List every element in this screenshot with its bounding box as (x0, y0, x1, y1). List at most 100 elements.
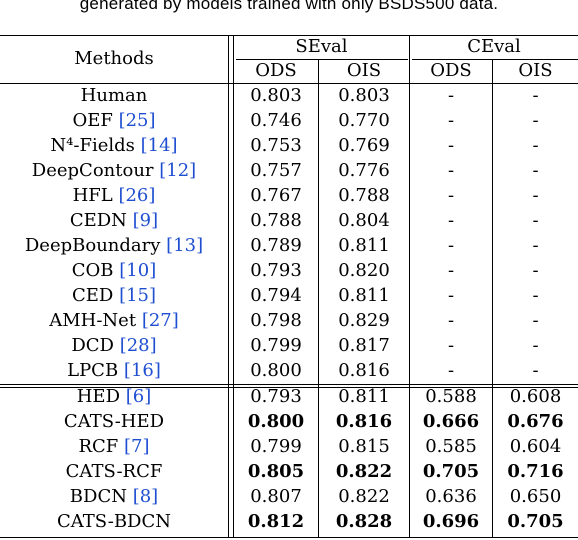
citation-link[interactable]: [14] (140, 135, 178, 156)
value-cell-seval-ois: 0.803 (338, 85, 390, 106)
group-rule-seval (236, 59, 408, 60)
value-cell-ceval-ois: 0.676 (507, 411, 564, 432)
method-cell: HFL [26] (0, 184, 228, 208)
method-name: CEDN (69, 210, 127, 231)
method-name: CATS-BDCN (56, 511, 172, 532)
value-cell-ceval-ods: 0.705 (422, 461, 480, 482)
method-name: DCD (71, 335, 114, 356)
value-cell-ceval-ods: - (447, 85, 455, 106)
citation-link[interactable]: [6] (125, 386, 152, 407)
method-name: OEF (72, 110, 113, 131)
value-cell-seval-ois: 0.811 (338, 386, 390, 407)
citation-link[interactable]: [16] (123, 360, 161, 381)
table-caption: generated by models trained with only BS… (79, 0, 499, 13)
citation-link[interactable]: [13] (166, 235, 204, 256)
method-cell: HED [6] (0, 385, 228, 409)
value-cell-ceval-ois: 0.604 (509, 436, 562, 457)
value-cell-ceval-ois: 0.650 (509, 486, 562, 507)
method-name: N⁴-Fields (50, 135, 135, 156)
header-ceval-ois: OIS (518, 60, 553, 81)
value-cell-ceval-ois: - (532, 285, 539, 306)
method-name: LPCB (67, 360, 119, 381)
section-rule-b (0, 387, 578, 388)
value-cell-seval-ois: 0.816 (335, 411, 393, 432)
method-name: COB (71, 260, 114, 281)
value-cell-seval-ois: 0.828 (335, 511, 393, 532)
method-cell: CATS-HED (0, 410, 228, 434)
vrule-methods-b (233, 35, 234, 538)
group-rule-ceval (412, 59, 578, 60)
method-name: DeepBoundary (24, 235, 161, 256)
value-cell-seval-ods: 0.746 (250, 110, 302, 131)
citation-link[interactable]: [10] (119, 260, 157, 281)
method-name: CATS-RCF (65, 461, 163, 482)
method-cell: N⁴-Fields [14] (0, 134, 228, 158)
method-cell: COB [10] (0, 259, 228, 283)
citation-link[interactable]: [12] (159, 160, 197, 181)
header-ceval: CEval (467, 36, 521, 57)
value-cell-ceval-ods: - (447, 310, 455, 331)
header-methods: Methods (74, 48, 154, 69)
value-cell-ceval-ods: 0.585 (425, 436, 477, 457)
value-cell-seval-ods: 0.788 (250, 210, 302, 231)
value-cell-ceval-ois: - (532, 210, 539, 231)
value-cell-ceval-ois: - (532, 335, 539, 356)
value-cell-ceval-ois: - (532, 235, 539, 256)
vrule-methods-a (228, 35, 229, 538)
bottom-rule (0, 537, 578, 538)
value-cell-seval-ods: 0.753 (250, 135, 302, 156)
header-ceval-ods: ODS (430, 60, 472, 81)
value-cell-ceval-ods: 0.666 (422, 411, 480, 432)
method-cell: CEDN [9] (0, 209, 228, 233)
value-cell-ceval-ods: - (447, 235, 455, 256)
citation-link[interactable]: [26] (118, 185, 156, 206)
value-cell-seval-ois: 0.815 (338, 436, 390, 457)
citation-link[interactable]: [25] (118, 110, 156, 131)
method-name: BDCN (69, 486, 127, 507)
value-cell-seval-ods: 0.800 (247, 411, 305, 432)
citation-link[interactable]: [15] (119, 285, 157, 306)
citation-link[interactable]: [7] (124, 436, 150, 457)
method-name: HFL (72, 185, 113, 206)
citation-link[interactable]: [8] (132, 486, 159, 507)
method-cell: OEF [25] (0, 109, 228, 133)
value-cell-seval-ois: 0.820 (338, 260, 390, 281)
value-cell-seval-ois: 0.811 (338, 285, 390, 306)
method-cell: DCD [28] (0, 334, 228, 358)
value-cell-seval-ods: 0.805 (247, 461, 305, 482)
value-cell-seval-ois: 0.816 (338, 360, 390, 381)
value-cell-seval-ods: 0.807 (250, 486, 302, 507)
header-seval: SEval (295, 36, 348, 57)
value-cell-ceval-ois: - (532, 360, 539, 381)
header-seval-ois: OIS (346, 60, 382, 81)
value-cell-ceval-ods: - (447, 110, 455, 131)
method-name: HED (76, 386, 121, 407)
header-rule (0, 83, 578, 84)
value-cell-seval-ois: 0.804 (338, 210, 390, 231)
value-cell-ceval-ods: - (447, 210, 455, 231)
vrule-groups (409, 35, 410, 538)
method-cell: CATS-RCF (0, 460, 228, 484)
citation-link[interactable]: [28] (119, 335, 157, 356)
value-cell-ceval-ois: - (532, 310, 539, 331)
value-cell-ceval-ods: - (447, 135, 455, 156)
value-cell-ceval-ods: 0.588 (425, 386, 477, 407)
section-rule-a (0, 384, 578, 385)
value-cell-ceval-ods: - (447, 285, 455, 306)
value-cell-seval-ods: 0.800 (250, 360, 302, 381)
value-cell-ceval-ods: - (447, 185, 455, 206)
value-cell-seval-ods: 0.793 (250, 386, 302, 407)
value-cell-seval-ois: 0.829 (338, 310, 390, 331)
method-name: CATS-HED (63, 411, 165, 432)
vrule-ceval-mid (492, 59, 493, 538)
value-cell-seval-ois: 0.770 (338, 110, 390, 131)
method-cell: AMH-Net [27] (0, 309, 228, 333)
top-rule (0, 35, 578, 36)
citation-link[interactable]: [27] (141, 310, 179, 331)
value-cell-seval-ods: 0.799 (250, 335, 302, 356)
value-cell-seval-ois: 0.817 (338, 335, 390, 356)
value-cell-ceval-ois: - (532, 185, 539, 206)
citation-link[interactable]: [9] (132, 210, 159, 231)
value-cell-seval-ois: 0.776 (338, 160, 390, 181)
